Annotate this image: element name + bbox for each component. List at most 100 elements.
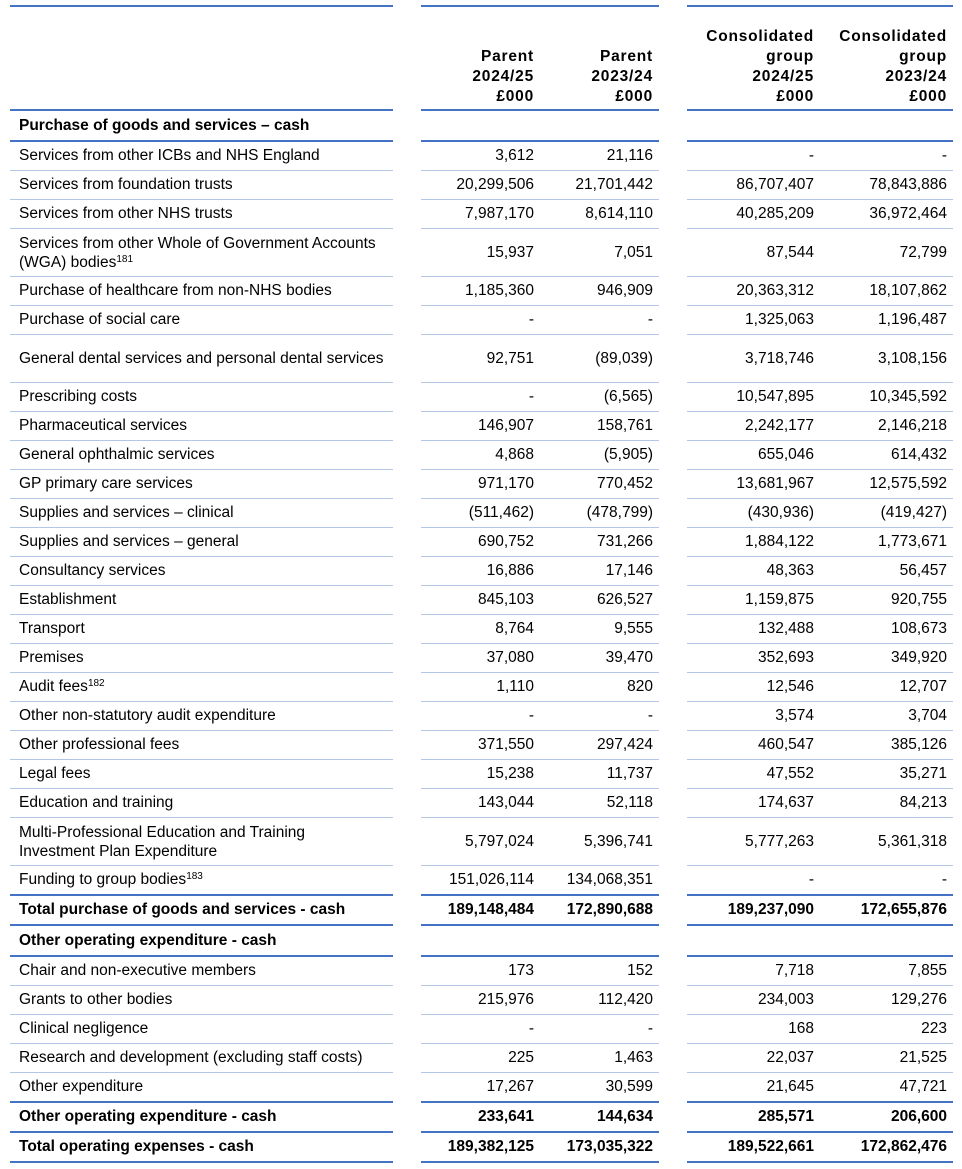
header-label-cell bbox=[10, 5, 393, 111]
cell-group-2023-24: 12,707 bbox=[820, 672, 953, 702]
cell-parent-2023-24: (89,039) bbox=[540, 334, 659, 383]
cell-group-2024-25: 2,242,177 bbox=[687, 411, 820, 441]
cell-parent-2023-24: 946,909 bbox=[540, 276, 659, 306]
cell-parent-2023-24: 5,396,741 bbox=[540, 817, 659, 866]
cell-group-2023-24: 10,345,592 bbox=[820, 382, 953, 412]
cell-group-2023-24: 78,843,886 bbox=[820, 170, 953, 200]
cell-parent-2023-24: 158,761 bbox=[540, 411, 659, 441]
cell-parent-2023-24: (6,565) bbox=[540, 382, 659, 412]
row-label: General ophthalmic services bbox=[10, 440, 393, 470]
cell-parent-2023-24: 731,266 bbox=[540, 527, 659, 557]
cell-group-2024-25: 86,707,407 bbox=[687, 170, 820, 200]
cell-group-2023-24: 21,525 bbox=[820, 1043, 953, 1073]
row-label: Purchase of goods and services – cash bbox=[10, 110, 393, 142]
row-label: Total purchase of goods and services - c… bbox=[10, 894, 393, 926]
cell-parent-2023-24: 144,634 bbox=[540, 1101, 659, 1133]
row-label: Purchase of social care bbox=[10, 305, 393, 335]
cell-parent-2023-24: 21,116 bbox=[540, 141, 659, 171]
row-label: Other operating expenditure - cash bbox=[10, 1101, 393, 1133]
table-row: Other non-statutory audit expenditure - -3… bbox=[10, 701, 953, 731]
cell-parent-2024-25: 8,764 bbox=[421, 614, 540, 644]
cell-group-2023-24: 206,600 bbox=[820, 1101, 953, 1133]
cell-group-2024-25: - bbox=[687, 865, 820, 896]
cell-group-2024-25: 655,046 bbox=[687, 440, 820, 470]
cell-parent-2023-24: 134,068,351 bbox=[540, 865, 659, 896]
row-label: Supplies and services – general bbox=[10, 527, 393, 557]
cell-group-2024-25: 21,645 bbox=[687, 1072, 820, 1103]
cell-group-2023-24: 349,920 bbox=[820, 643, 953, 673]
cell-group-2023-24: 223 bbox=[820, 1014, 953, 1044]
cell-parent-2024-25: 1,185,360 bbox=[421, 276, 540, 306]
row-label: Other professional fees bbox=[10, 730, 393, 760]
cell-group-2023-24: 172,862,476 bbox=[820, 1131, 953, 1163]
row-label: GP primary care services bbox=[10, 469, 393, 499]
row-label: Legal fees bbox=[10, 759, 393, 789]
header-group-2023-24: Consolidated group 2023/24 £000 bbox=[820, 5, 953, 111]
table-row: Research and development (excluding staf… bbox=[10, 1043, 953, 1073]
cell-group-2023-24: - bbox=[820, 141, 953, 171]
cell-parent-2024-25: 146,907 bbox=[421, 411, 540, 441]
cell-parent-2023-24: 152 bbox=[540, 956, 659, 986]
table-row: General dental services and personal den… bbox=[10, 334, 953, 383]
cell-parent-2024-25: 371,550 bbox=[421, 730, 540, 760]
cell-parent-2024-25: 3,612 bbox=[421, 141, 540, 171]
table-row: Education and training 143,044 52,118 174,6… bbox=[10, 788, 953, 818]
footnote-ref: 181 bbox=[116, 253, 134, 265]
total-row: Total operating expenses - cash 189,382,1… bbox=[10, 1131, 953, 1163]
cell-parent-2024-25: 16,886 bbox=[421, 556, 540, 586]
cell-group-2024-25: 20,363,312 bbox=[687, 276, 820, 306]
table-row: Purchase of healthcare from non-NHS bodi… bbox=[10, 276, 953, 306]
cell-parent-2024-25: 215,976 bbox=[421, 985, 540, 1015]
cell-parent-2023-24: 820 bbox=[540, 672, 659, 702]
table-row: Multi-Professional Education and Trainin… bbox=[10, 817, 953, 866]
cell-group-2024-25: 1,159,875 bbox=[687, 585, 820, 615]
cell-group-2023-24: 56,457 bbox=[820, 556, 953, 586]
cell-group-2023-24: 12,575,592 bbox=[820, 469, 953, 499]
row-label: Clinical negligence bbox=[10, 1014, 393, 1044]
cell-parent-2024-25 bbox=[421, 925, 540, 957]
table-row: Pharmaceutical services 146,907 158,761 2,2… bbox=[10, 411, 953, 441]
cell-group-2023-24: 920,755 bbox=[820, 585, 953, 615]
cell-group-2024-25: 5,777,263 bbox=[687, 817, 820, 866]
cell-group-2024-25: 22,037 bbox=[687, 1043, 820, 1073]
cell-group-2024-25: 12,546 bbox=[687, 672, 820, 702]
cell-parent-2023-24: 770,452 bbox=[540, 469, 659, 499]
header-row: Parent 2024/25 £000 Parent 2023/24 £000 Cons… bbox=[10, 5, 953, 111]
table-row: Services from foundation trusts 20,299,50… bbox=[10, 170, 953, 200]
table-row: Supplies and services – general 690,752 73… bbox=[10, 527, 953, 557]
cell-parent-2024-25: 233,641 bbox=[421, 1101, 540, 1133]
row-label: Supplies and services – clinical bbox=[10, 498, 393, 528]
cell-group-2023-24: 172,655,876 bbox=[820, 894, 953, 926]
footnote-ref: 182 bbox=[87, 678, 105, 689]
row-label: Multi-Professional Education and Trainin… bbox=[10, 817, 393, 866]
cell-group-2023-24: - bbox=[820, 865, 953, 896]
cell-parent-2023-24: (5,905) bbox=[540, 440, 659, 470]
row-label: Consultancy services bbox=[10, 556, 393, 586]
cell-group-2024-25: 87,544 bbox=[687, 228, 820, 277]
operating-expenses-table: Parent 2024/25 £000 Parent 2023/24 £000 Cons… bbox=[10, 5, 953, 1163]
cell-parent-2023-24: - bbox=[540, 701, 659, 731]
cell-parent-2024-25: 15,238 bbox=[421, 759, 540, 789]
cell-group-2024-25 bbox=[687, 110, 820, 142]
row-label: Purchase of healthcare from non-NHS bodi… bbox=[10, 276, 393, 306]
cell-parent-2024-25: 4,868 bbox=[421, 440, 540, 470]
cell-parent-2024-25: 15,937 bbox=[421, 228, 540, 277]
row-label: Grants to other bodies bbox=[10, 985, 393, 1015]
cell-group-2024-25: 7,718 bbox=[687, 956, 820, 986]
cell-parent-2023-24: - bbox=[540, 1014, 659, 1044]
cell-parent-2023-24: 297,424 bbox=[540, 730, 659, 760]
cell-group-2023-24: 3,108,156 bbox=[820, 334, 953, 383]
cell-parent-2023-24: 39,470 bbox=[540, 643, 659, 673]
table-row: Audit fees182 1,110 820 12,546 12,707 bbox=[10, 672, 953, 702]
cell-group-2024-25 bbox=[687, 925, 820, 957]
cell-group-2024-25: (430,936) bbox=[687, 498, 820, 528]
cell-group-2024-25: 460,547 bbox=[687, 730, 820, 760]
row-label: Pharmaceutical services bbox=[10, 411, 393, 441]
cell-group-2024-25: 40,285,209 bbox=[687, 199, 820, 229]
table-row: Services from other NHS trusts 7,987,170 8… bbox=[10, 199, 953, 229]
row-label: General dental services and personal den… bbox=[10, 334, 393, 383]
table-row: Chair and non-executive members 173 152 7,7… bbox=[10, 956, 953, 986]
cell-parent-2024-25: 1,110 bbox=[421, 672, 540, 702]
cell-parent-2024-25: 92,751 bbox=[421, 334, 540, 383]
row-label: Prescribing costs bbox=[10, 382, 393, 412]
